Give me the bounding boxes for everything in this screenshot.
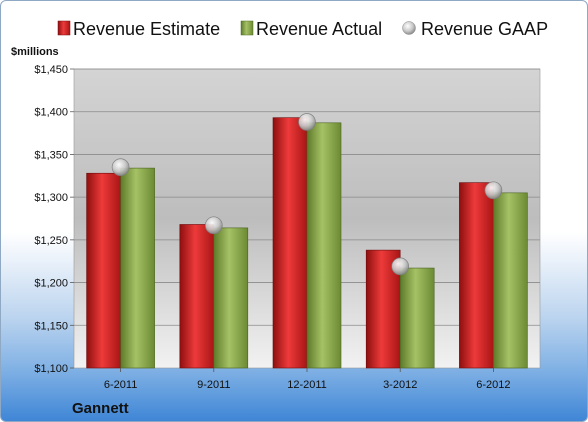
y-tick-label: $1,450 (34, 64, 68, 76)
bar-revenue-estimate (86, 172, 121, 369)
company-name: Gannett (72, 400, 129, 417)
bar-revenue-actual (306, 122, 342, 369)
bar-revenue-actual (120, 167, 155, 369)
y-tick-label: $1,150 (34, 320, 68, 332)
bar-revenue-actual (399, 267, 435, 369)
x-tick-label: 6-2012 (476, 379, 510, 391)
x-tick-label: 3-2012 (383, 379, 417, 391)
bar-revenue-estimate (179, 224, 215, 369)
marker-revenue-gaap (391, 257, 410, 276)
legend-label-actual: Revenue Actual (256, 19, 382, 39)
x-tick-label: 6-2011 (104, 379, 137, 391)
x-tick-label: 12-2011 (287, 379, 327, 391)
x-tick-label: 9-2011 (197, 379, 230, 391)
marker-revenue-gaap (298, 113, 316, 131)
bar-revenue-estimate (272, 117, 308, 369)
legend-swatch-gaap (402, 21, 416, 35)
y-tick-label: $1,400 (34, 107, 68, 119)
bars (86, 117, 528, 369)
bar-revenue-actual (213, 227, 249, 369)
legend-swatch-estimate (57, 20, 71, 36)
y-tick-label: $1,100 (34, 363, 68, 375)
y-axis: $1,100 $1,150 $1,200 $1,250 $1,300 $1,350 $1,4… (34, 64, 74, 375)
x-axis: 6-2011 9-2011 12-2011 3-2012 6-2012 (104, 368, 511, 391)
y-tick-label: $1,200 (34, 278, 68, 290)
legend-item-estimate: Revenue Estimate (57, 19, 220, 39)
legend-swatch-actual (240, 20, 254, 36)
marker-revenue-gaap (484, 181, 503, 200)
legend-item-actual: Revenue Actual (240, 19, 382, 39)
bar-revenue-estimate (459, 182, 494, 369)
y-tick-label: $1,250 (34, 235, 68, 247)
legend: Revenue Estimate Revenue Actual Revenue … (57, 19, 548, 39)
unit-label: $millions (11, 46, 59, 58)
legend-label-gaap: Revenue GAAP (421, 19, 548, 39)
y-tick-label: $1,300 (34, 192, 68, 204)
y-tick-label: $1,350 (34, 149, 68, 161)
legend-item-gaap: Revenue GAAP (402, 19, 548, 39)
gaap-markers (111, 113, 503, 276)
bar-revenue-actual (493, 192, 528, 369)
legend-label-estimate: Revenue Estimate (73, 19, 220, 39)
marker-revenue-gaap (204, 216, 223, 235)
marker-revenue-gaap (111, 158, 130, 177)
